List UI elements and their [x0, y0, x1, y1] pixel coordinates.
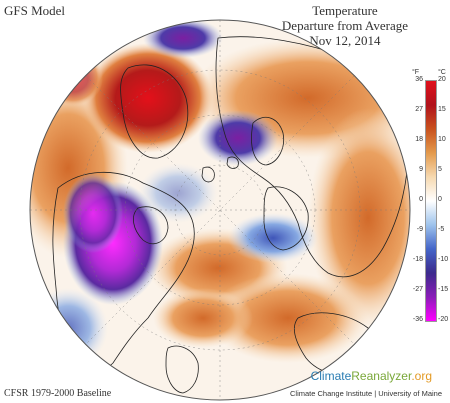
brand-part-2: Reanalyzer [351, 369, 412, 383]
legend-tick-f: 9 [419, 166, 423, 173]
title-line-1: Temperature [312, 3, 378, 18]
legend-unit-c: °C [438, 69, 446, 76]
legend-tick-c: 15 [438, 106, 446, 113]
globe-map [28, 18, 413, 403]
legend-tick-c: 20 [438, 76, 446, 83]
legend-tick-c: 0 [438, 196, 442, 203]
color-legend: °F °C 36 20 27 15 18 10 9 5 0 0 -9 -5 -18 -10 -27 -15 -3… [412, 69, 450, 329]
legend-tick-c: 5 [438, 166, 442, 173]
legend-tick-f: -36 [412, 316, 423, 323]
brand-part-1: Climate [310, 369, 352, 383]
legend-unit-f: °F [412, 69, 420, 76]
legend-tick-f: 18 [415, 136, 423, 143]
legend-tick-c: -20 [438, 316, 449, 323]
legend-color-bar [425, 80, 437, 322]
map-date: Nov 12, 2014 [309, 33, 381, 48]
legend-tick-f: -27 [412, 286, 423, 293]
legend-tick-c: -10 [438, 256, 449, 263]
model-label: GFS Model [4, 3, 66, 18]
legend-tick-f: 36 [415, 76, 423, 83]
legend-tick-f: 27 [415, 106, 423, 113]
title-line-2: Departure from Average [281, 18, 408, 33]
legend-tick-f: 0 [419, 196, 423, 203]
legend-tick-c: -5 [438, 226, 445, 233]
legend-tick-f: -18 [412, 256, 423, 263]
legend-tick-c: 10 [438, 136, 446, 143]
baseline-label: CFSR 1979-2000 Baseline [4, 388, 112, 399]
brand-part-3: .org [411, 369, 432, 383]
brand-subtitle: Climate Change Institute | University of… [289, 389, 442, 398]
legend-tick-c: -15 [438, 286, 449, 293]
map-title: Temperature Departure from Average Nov 1… [282, 3, 408, 48]
brand-logo: ClimateReanalyzer.org [311, 369, 432, 383]
legend-tick-f: -9 [416, 226, 423, 233]
